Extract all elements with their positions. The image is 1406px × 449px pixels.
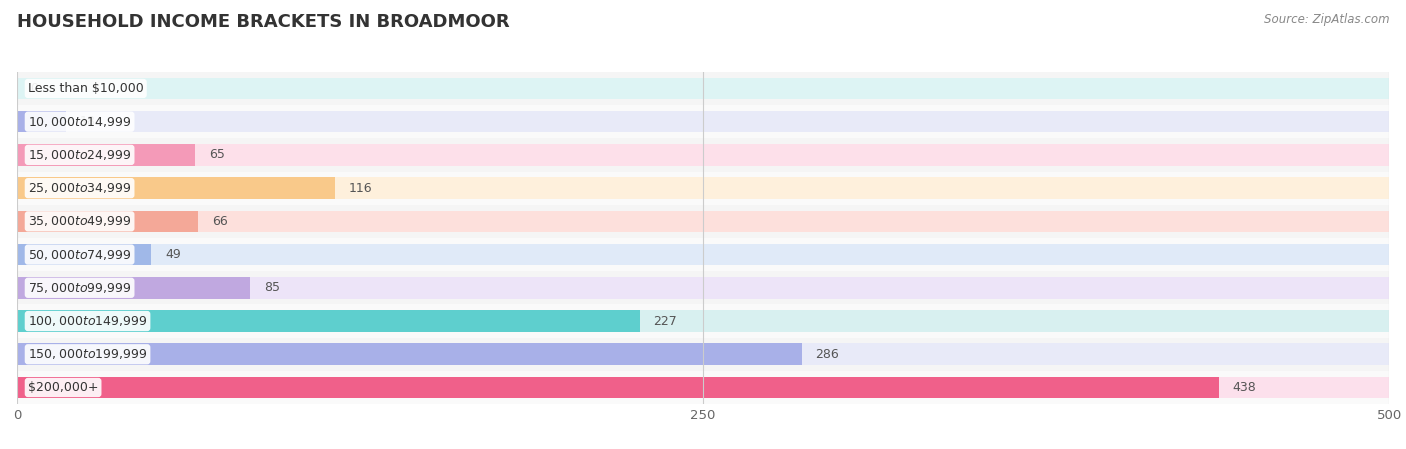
Text: 116: 116	[349, 182, 373, 194]
Bar	[17, 205, 1389, 238]
Text: $15,000 to $24,999: $15,000 to $24,999	[28, 148, 131, 162]
Bar	[17, 377, 1389, 398]
Bar	[17, 343, 801, 365]
Text: $25,000 to $34,999: $25,000 to $34,999	[28, 181, 131, 195]
Bar	[17, 310, 640, 332]
Text: $100,000 to $149,999: $100,000 to $149,999	[28, 314, 148, 328]
Bar	[17, 105, 1389, 138]
Text: 65: 65	[209, 149, 225, 161]
Bar	[17, 238, 1389, 271]
Bar	[17, 277, 1389, 299]
Bar	[17, 244, 152, 265]
Bar	[17, 177, 1389, 199]
Bar	[17, 138, 1389, 172]
Bar	[17, 177, 335, 199]
Bar	[17, 371, 1389, 404]
Bar	[17, 211, 198, 232]
Bar	[17, 172, 1389, 205]
Bar	[17, 244, 1389, 265]
Bar	[17, 310, 1389, 332]
Bar	[17, 144, 195, 166]
Bar	[17, 377, 1219, 398]
Text: 18: 18	[80, 115, 96, 128]
Text: 227: 227	[654, 315, 678, 327]
Text: Less than $10,000: Less than $10,000	[28, 82, 143, 95]
Bar	[17, 211, 1389, 232]
Bar	[17, 271, 1389, 304]
Text: $150,000 to $199,999: $150,000 to $199,999	[28, 347, 148, 361]
Text: 438: 438	[1233, 381, 1257, 394]
Bar	[17, 304, 1389, 338]
Text: $10,000 to $14,999: $10,000 to $14,999	[28, 114, 131, 129]
Bar	[17, 111, 66, 132]
Bar	[17, 277, 250, 299]
Text: $200,000+: $200,000+	[28, 381, 98, 394]
Bar	[17, 338, 1389, 371]
Bar	[17, 111, 1389, 132]
Text: 66: 66	[212, 215, 228, 228]
Text: 0: 0	[31, 82, 38, 95]
Bar	[17, 72, 1389, 105]
Text: $75,000 to $99,999: $75,000 to $99,999	[28, 281, 131, 295]
Text: 286: 286	[815, 348, 839, 361]
Bar	[17, 144, 1389, 166]
Text: Source: ZipAtlas.com: Source: ZipAtlas.com	[1264, 13, 1389, 26]
Text: $50,000 to $74,999: $50,000 to $74,999	[28, 247, 131, 262]
Text: HOUSEHOLD INCOME BRACKETS IN BROADMOOR: HOUSEHOLD INCOME BRACKETS IN BROADMOOR	[17, 13, 509, 31]
Bar	[17, 343, 1389, 365]
Text: 85: 85	[264, 282, 280, 294]
Bar	[17, 78, 1389, 99]
Text: 49: 49	[165, 248, 181, 261]
Text: $35,000 to $49,999: $35,000 to $49,999	[28, 214, 131, 229]
